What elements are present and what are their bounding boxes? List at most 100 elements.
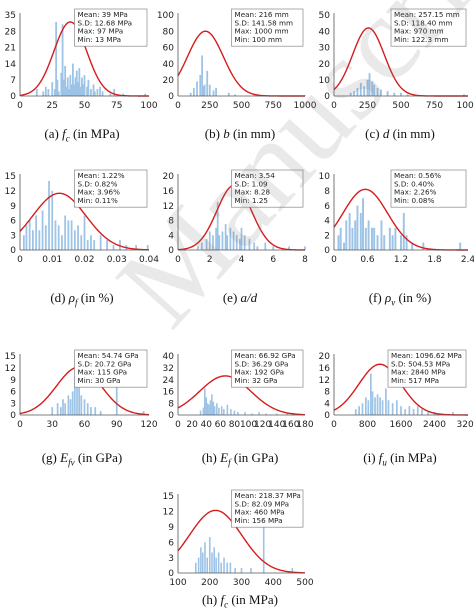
panel-caption: (d) ρf (in %) [22, 290, 142, 308]
bar [99, 411, 102, 415]
bar [370, 373, 372, 415]
panel-caption: (g) Efv (in GPa) [22, 450, 142, 468]
bar [51, 190, 54, 250]
stats-box [74, 8, 148, 47]
bar [28, 220, 31, 250]
bar [226, 404, 229, 415]
x-tick-label: 200 [201, 578, 218, 588]
stats-line: Max: 1000 mm [235, 27, 289, 36]
y-tick-label: 0 [324, 246, 330, 256]
bar [362, 198, 365, 250]
bar [376, 87, 379, 96]
x-tick-label: 800 [359, 420, 376, 430]
bar [55, 21, 58, 96]
bar [400, 235, 402, 250]
bar [61, 24, 64, 96]
x-tick-label: 8 [302, 255, 308, 265]
bar [94, 407, 97, 415]
y-tick-label: 12 [163, 508, 174, 518]
bar [379, 397, 381, 415]
bar [412, 409, 415, 415]
bar [221, 231, 224, 250]
y-tick-label: 0 [10, 92, 16, 102]
x-tick-label: 400 [265, 578, 282, 588]
y-tick-label: 40 [163, 352, 175, 362]
bar [376, 235, 379, 250]
bar [264, 242, 267, 250]
y-tick-label: 24 [163, 376, 175, 386]
y-tick-label: 8 [168, 217, 174, 227]
bar [56, 79, 59, 96]
caption-subscript: f [75, 297, 78, 308]
bar [115, 379, 118, 415]
bar [406, 94, 409, 96]
caption-symbol: ρ [384, 290, 392, 305]
x-tick-label: 500 [233, 101, 250, 111]
bar [79, 86, 82, 96]
bar [135, 245, 137, 250]
bar [197, 557, 200, 573]
bar [230, 409, 232, 415]
bar [286, 413, 289, 415]
caption-label: (i) [363, 450, 379, 465]
stats-line: Min: 0.11% [78, 196, 118, 205]
x-tick-label: 6 [270, 255, 276, 265]
bar [73, 84, 76, 96]
x-tick-label: 100 [140, 101, 157, 111]
bar [47, 89, 50, 96]
x-tick-label: 75 [111, 101, 122, 111]
caption-unit: (in %) [395, 290, 432, 305]
bar [337, 235, 340, 250]
y-tick-label: 6 [168, 538, 174, 548]
bar [205, 238, 208, 250]
bar [211, 552, 213, 573]
caption-symbol: a/d [240, 290, 258, 305]
bar [192, 87, 195, 96]
caption-subscript: f [228, 457, 231, 468]
x-tick-label: 500 [296, 578, 313, 588]
stats-line: S.D: 36.29 GPa [235, 359, 289, 368]
x-tick-label: 60 [79, 420, 91, 430]
bar [99, 86, 101, 96]
stats-line: S.D: 12.68 MPa [78, 18, 133, 27]
bar [119, 240, 121, 250]
bar [383, 235, 386, 250]
panel-caption: (e) a/d [180, 290, 300, 306]
bar [367, 220, 370, 250]
bar [212, 401, 215, 415]
panel-caption: (b) b (in mm) [180, 126, 300, 142]
bar [234, 94, 237, 96]
bar [353, 91, 356, 96]
caption-unit: (in %) [77, 290, 114, 305]
stats-box [390, 8, 467, 47]
y-tick-label: 12 [5, 364, 16, 374]
bar [233, 410, 236, 415]
bar [87, 79, 90, 96]
bar [80, 235, 83, 250]
bar [78, 387, 80, 415]
bar [69, 75, 72, 96]
y-tick-label: 0 [10, 246, 16, 256]
stats-line: Max: 192 GPa [235, 368, 285, 377]
bar [400, 92, 402, 96]
bar [229, 227, 232, 250]
bar [70, 84, 73, 96]
bar [189, 92, 192, 96]
stats-box [74, 349, 148, 388]
bar [199, 74, 202, 96]
bar [404, 409, 407, 415]
stats-line: S.D: 118.40 mm [394, 18, 453, 27]
y-tick-label: 40 [163, 60, 175, 70]
bar [61, 235, 63, 250]
stats-box [387, 349, 467, 388]
y-tick-label: 4 [324, 217, 330, 227]
stats-line: Max: 2840 MPa [391, 368, 446, 377]
y-tick-label: 15 [163, 492, 174, 502]
normal-curve [177, 509, 306, 574]
y-tick-label: 14 [5, 60, 17, 70]
y-tick-label: 10 [319, 76, 331, 86]
bar [232, 231, 235, 250]
